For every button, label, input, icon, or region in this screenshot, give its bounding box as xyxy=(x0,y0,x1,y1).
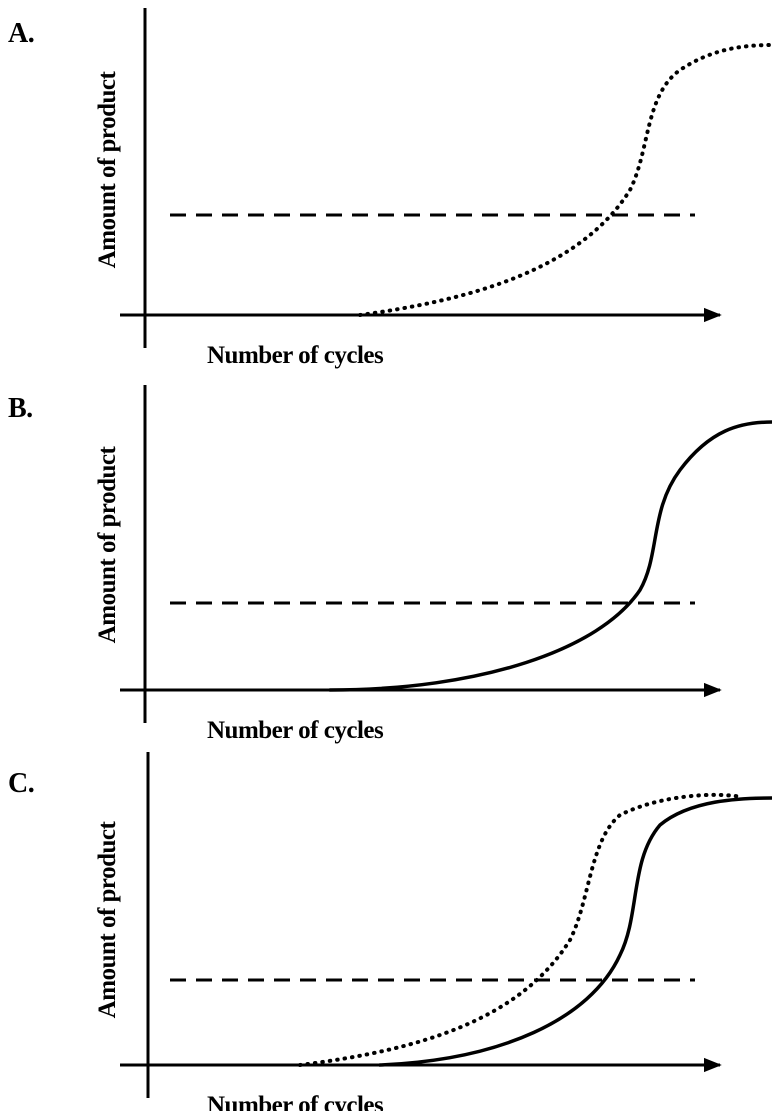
panel: A. Amount of product Number of cycles xyxy=(8,8,772,369)
dotted-curve xyxy=(358,43,772,317)
x-axis-label: Number of cycles xyxy=(207,1092,384,1111)
x-axis-label: Number of cycles xyxy=(207,342,384,369)
y-axis-label: Amount of product xyxy=(94,446,121,644)
solid-curve xyxy=(378,796,772,1067)
panel-label: A. xyxy=(8,18,34,49)
panel-label: B. xyxy=(8,393,33,424)
solid-curve xyxy=(328,420,772,692)
y-axis-label: Amount of product xyxy=(94,821,121,1019)
dotted-curve xyxy=(298,792,744,1067)
panel: C. Amount of product Number of cycles xyxy=(8,752,772,1111)
panel: B. Amount of product Number of cycles xyxy=(8,385,772,744)
panel-label: C. xyxy=(8,768,34,799)
x-axis-label: Number of cycles xyxy=(207,717,384,744)
y-axis-label: Amount of product xyxy=(94,71,121,269)
